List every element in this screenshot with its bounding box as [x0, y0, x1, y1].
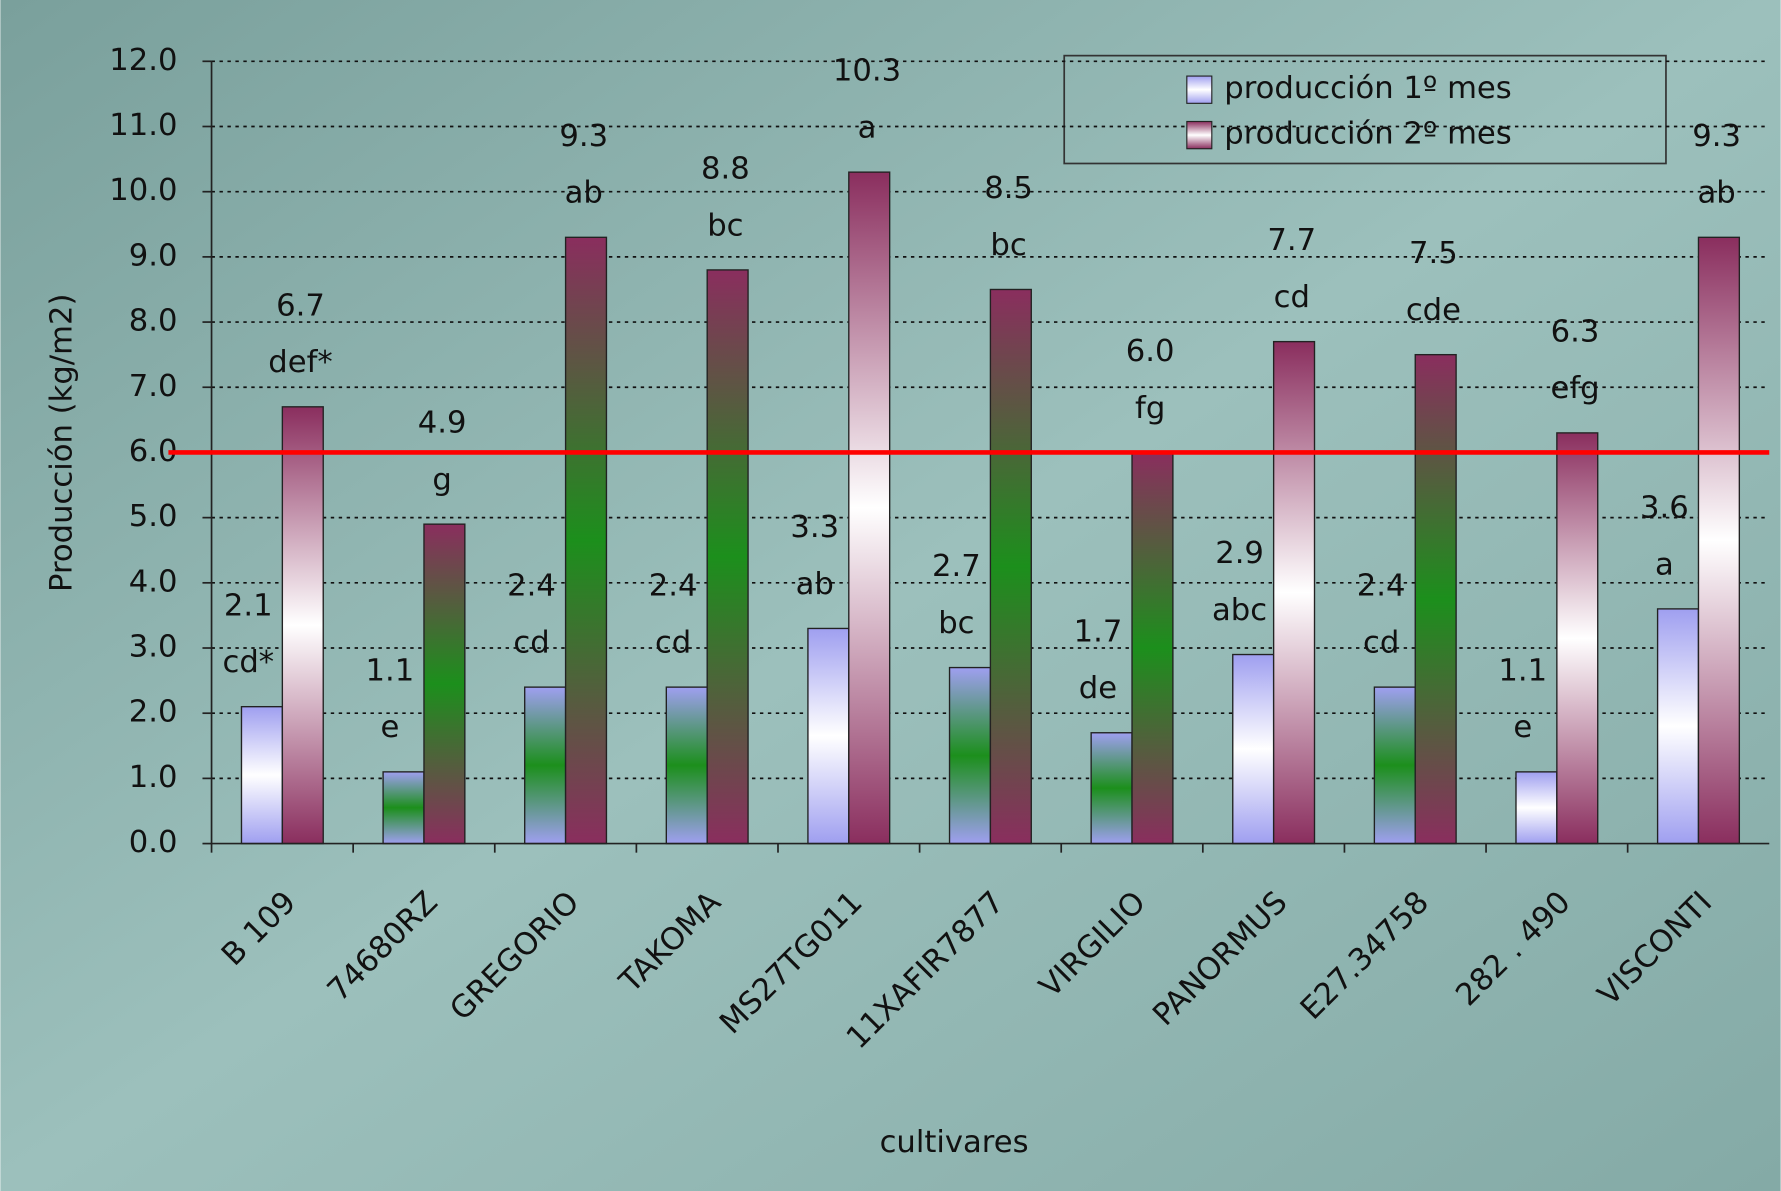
value-label: 1.1 — [366, 653, 415, 688]
bar — [1414, 353, 1457, 845]
letter-label: def* — [268, 345, 332, 380]
letter-label: efg — [1550, 371, 1599, 406]
value-label: 3.6 — [1640, 490, 1689, 525]
value-label: 7.7 — [1267, 223, 1316, 258]
letter-label: cd — [655, 625, 691, 660]
bar — [564, 236, 608, 845]
letter-label: cd* — [222, 645, 274, 680]
letter-label: g — [432, 463, 451, 498]
value-label: 3.3 — [790, 510, 839, 545]
letter-label: e — [1513, 710, 1532, 745]
bar — [423, 523, 466, 845]
bar — [989, 288, 1032, 845]
value-label: 8.8 — [701, 152, 750, 187]
letter-label: cd — [513, 625, 549, 660]
y-tick-label: 10.0 — [109, 173, 177, 208]
y-tick-label: 5.0 — [129, 499, 178, 534]
legend-box — [1063, 54, 1667, 165]
bar — [1697, 236, 1741, 845]
value-label: 2.4 — [1357, 569, 1406, 604]
legend-label: producción 2º mes — [1224, 117, 1511, 152]
letter-label: a — [1655, 547, 1674, 582]
value-label: 2.9 — [1215, 536, 1264, 571]
value-label: 2.7 — [932, 549, 981, 584]
letter-label: fg — [1135, 391, 1165, 426]
letter-label: ab — [1698, 176, 1736, 211]
bar — [382, 771, 425, 845]
letter-label: bc — [990, 228, 1026, 263]
letter-label: e — [380, 710, 399, 745]
y-tick-label: 4.0 — [129, 564, 178, 599]
letter-label: bc — [707, 208, 743, 243]
value-label: 7.5 — [1409, 236, 1458, 271]
value-label: 9.3 — [559, 119, 608, 154]
bar — [1373, 686, 1416, 845]
bar — [1656, 608, 1700, 845]
y-tick-label: 9.0 — [129, 238, 178, 273]
bar — [1131, 451, 1174, 845]
value-label: 9.3 — [1692, 119, 1741, 154]
bar — [1272, 340, 1316, 845]
legend-label: producción 1º mes — [1224, 71, 1511, 106]
y-tick-label: 11.0 — [109, 108, 177, 143]
letter-label: ab — [565, 176, 603, 211]
bar — [665, 686, 708, 845]
letter-label: bc — [938, 606, 974, 641]
bar — [1556, 432, 1599, 845]
bar — [281, 406, 324, 845]
y-tick-label: 8.0 — [129, 304, 178, 339]
letter-label: cd — [1363, 625, 1399, 660]
bar — [240, 705, 284, 845]
value-label: 6.0 — [1126, 334, 1175, 369]
letter-label: cd — [1274, 280, 1310, 315]
value-label: 1.7 — [1074, 614, 1123, 649]
y-tick-label: 3.0 — [129, 630, 178, 665]
bar — [1515, 771, 1558, 845]
legend-swatch — [1186, 120, 1213, 150]
y-tick-label: 12.0 — [109, 43, 177, 78]
bar — [848, 171, 891, 845]
bar — [1232, 653, 1275, 845]
value-label: 6.7 — [276, 288, 325, 323]
letter-label: a — [858, 110, 877, 145]
bar — [807, 627, 850, 845]
value-label: 2.4 — [649, 569, 698, 604]
letter-label: ab — [796, 567, 834, 602]
value-label: 2.4 — [507, 569, 556, 604]
value-label: 8.5 — [984, 171, 1033, 206]
letter-label: cde — [1406, 293, 1461, 328]
letter-label: de — [1079, 671, 1117, 706]
value-label: 6.3 — [1551, 314, 1600, 349]
bar — [524, 686, 567, 845]
value-label: 1.1 — [1498, 653, 1547, 688]
bar — [948, 666, 992, 845]
value-label: 10.3 — [833, 54, 901, 89]
y-tick-label: 7.0 — [129, 369, 178, 404]
value-label: 4.9 — [418, 406, 467, 441]
bar — [1090, 732, 1133, 845]
y-tick-label: 2.0 — [129, 695, 178, 730]
y-tick-label: 0.0 — [129, 825, 178, 860]
letter-label: abc — [1212, 593, 1267, 628]
y-tick-label: 1.0 — [129, 760, 178, 795]
value-label: 2.1 — [224, 588, 273, 623]
bar — [706, 269, 749, 845]
legend-swatch — [1186, 75, 1213, 104]
x-axis-title: cultivares — [880, 1125, 1029, 1160]
y-axis-title: Producción (kg/m2) — [44, 294, 79, 592]
